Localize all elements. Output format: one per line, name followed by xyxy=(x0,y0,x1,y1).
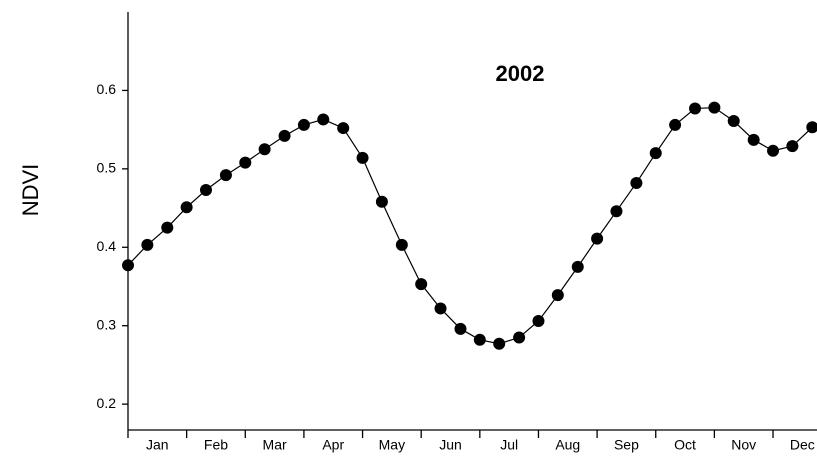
point xyxy=(591,232,604,245)
x-tick-label: Apr xyxy=(322,437,344,453)
point xyxy=(180,201,193,214)
point xyxy=(434,302,447,315)
point xyxy=(219,169,232,182)
point xyxy=(727,115,740,128)
point xyxy=(669,118,682,131)
x-tick-label: Aug xyxy=(555,437,580,453)
point xyxy=(297,118,310,131)
point xyxy=(415,278,428,291)
point xyxy=(571,260,584,273)
chart-title: 2002 xyxy=(496,61,545,86)
point xyxy=(786,140,799,153)
point xyxy=(337,122,350,135)
point xyxy=(356,151,369,164)
point xyxy=(122,259,134,272)
point xyxy=(689,102,702,115)
point xyxy=(493,337,506,350)
y-tick-label: 0.2 xyxy=(97,395,117,411)
point xyxy=(551,289,564,302)
point xyxy=(161,221,174,234)
point xyxy=(649,147,662,160)
x-tick-label: Oct xyxy=(674,437,696,453)
point xyxy=(806,121,817,134)
point xyxy=(708,101,721,114)
point xyxy=(278,129,291,142)
x-tick-label: Dec xyxy=(790,437,815,453)
point xyxy=(630,176,643,189)
x-tick-label: Nov xyxy=(731,437,756,453)
line xyxy=(127,107,813,345)
x-tick-label: Feb xyxy=(204,437,228,453)
y-tick-label: 0.4 xyxy=(97,238,117,254)
y-tick-label: 0.3 xyxy=(97,316,117,332)
point xyxy=(532,314,545,327)
point xyxy=(317,113,330,126)
point xyxy=(454,322,467,335)
point xyxy=(239,156,252,169)
x-tick-label: Jul xyxy=(500,437,518,453)
x-tick-label: May xyxy=(379,437,405,453)
y-axis-label: NDVI xyxy=(18,164,43,217)
y-tick-label: 0.5 xyxy=(97,160,117,176)
x-tick-label: Mar xyxy=(263,437,287,453)
x-tick-label: Jun xyxy=(439,437,462,453)
point xyxy=(473,333,486,346)
point xyxy=(375,195,388,208)
point xyxy=(767,144,780,157)
point xyxy=(141,238,154,251)
point xyxy=(395,238,408,251)
point xyxy=(513,331,526,344)
y-tick-label: 0.6 xyxy=(97,81,117,97)
x-tick-label: Sep xyxy=(614,437,639,453)
point xyxy=(258,143,271,156)
point xyxy=(199,184,212,197)
point xyxy=(610,205,623,218)
x-tick-label: Jan xyxy=(146,437,169,453)
point xyxy=(747,133,760,146)
